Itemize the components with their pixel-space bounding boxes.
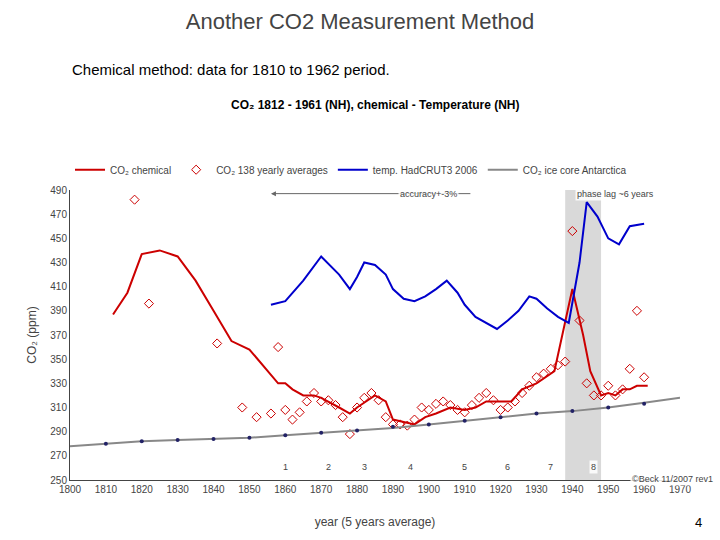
svg-text:470: 470 — [50, 209, 67, 220]
svg-text:1970: 1970 — [669, 484, 692, 495]
svg-text:270: 270 — [50, 450, 67, 461]
svg-text:290: 290 — [50, 426, 67, 437]
svg-text:310: 310 — [50, 402, 67, 413]
svg-text:Another CO2 Measurement Method: Another CO2 Measurement Method — [186, 9, 535, 34]
svg-text:1890: 1890 — [382, 484, 405, 495]
svg-text:1960: 1960 — [633, 484, 656, 495]
svg-text:7: 7 — [548, 462, 553, 472]
svg-text:year (5 years average): year (5 years average) — [315, 515, 436, 529]
svg-text:1860: 1860 — [274, 484, 297, 495]
svg-text:350: 350 — [50, 354, 67, 365]
svg-text:3: 3 — [362, 462, 367, 472]
svg-text:1950: 1950 — [597, 484, 620, 495]
svg-text:6: 6 — [505, 462, 510, 472]
svg-text:CO₂ 1812 - 1961 (NH), chemical: CO₂ 1812 - 1961 (NH), chemical - Tempera… — [231, 98, 520, 112]
svg-text:1850: 1850 — [238, 484, 261, 495]
svg-text:5: 5 — [462, 462, 467, 472]
svg-text:250: 250 — [50, 475, 67, 486]
svg-text:8: 8 — [591, 462, 596, 472]
svg-text:1930: 1930 — [525, 484, 548, 495]
svg-text:1870: 1870 — [310, 484, 333, 495]
svg-text:1830: 1830 — [167, 484, 190, 495]
svg-text:490: 490 — [50, 185, 67, 196]
svg-text:4: 4 — [695, 515, 702, 530]
svg-text:370: 370 — [50, 330, 67, 341]
svg-text:430: 430 — [50, 257, 67, 268]
svg-text:1: 1 — [283, 462, 288, 472]
svg-text:CO₂ 138 yearly averages: CO₂ 138 yearly averages — [216, 165, 328, 176]
svg-text:410: 410 — [50, 281, 67, 292]
svg-text:1820: 1820 — [131, 484, 154, 495]
svg-text:1910: 1910 — [454, 484, 477, 495]
svg-text:1900: 1900 — [418, 484, 441, 495]
svg-text:temp. HadCRUT3 2006: temp. HadCRUT3 2006 — [373, 165, 478, 176]
svg-text:CO₂ chemical: CO₂ chemical — [110, 165, 171, 176]
svg-text:4: 4 — [408, 462, 413, 472]
svg-text:phase lag ~6 years: phase lag ~6 years — [577, 189, 654, 199]
svg-text:1800: 1800 — [59, 484, 82, 495]
svg-text:1810: 1810 — [95, 484, 118, 495]
svg-text:©Beck 11/2007 rev1: ©Beck 11/2007 rev1 — [632, 474, 713, 484]
svg-text:accuracy+-3%: accuracy+-3% — [400, 189, 457, 199]
svg-text:450: 450 — [50, 233, 67, 244]
svg-text:330: 330 — [50, 378, 67, 389]
svg-text:Chemical method: data for 1810: Chemical method: data for 1810 to 1962 p… — [72, 61, 390, 78]
svg-text:CO₂ ice core Antarctica: CO₂ ice core Antarctica — [523, 165, 627, 176]
svg-text:1920: 1920 — [489, 484, 512, 495]
svg-text:1840: 1840 — [202, 484, 225, 495]
svg-text:390: 390 — [50, 305, 67, 316]
svg-text:CO₂ (ppm): CO₂ (ppm) — [25, 306, 39, 363]
svg-text:1940: 1940 — [561, 484, 584, 495]
svg-text:1880: 1880 — [346, 484, 369, 495]
svg-text:2: 2 — [326, 462, 331, 472]
